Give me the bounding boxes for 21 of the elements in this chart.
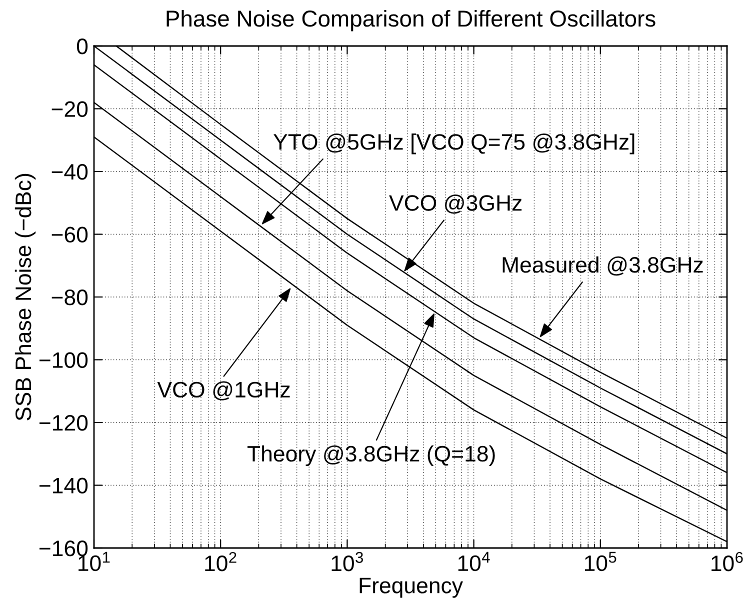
x-tick-label: 10$^{4}$ [458,552,490,572]
y-axis-title: SSB Phase Noise (−dBc) [14,174,36,420]
y-tick-label: −80 [52,290,88,306]
y-tick-label: −40 [52,164,88,180]
chart-title: Phase Noise Comparison of Different Oscillators [166,10,656,32]
y-tick-label: −20 [52,101,88,118]
annotation: Measured @3.8GHz [502,256,703,276]
y-tick-label: −60 [52,226,88,243]
x-axis-title: Frequency [360,578,463,598]
x-tick-label: 10$^{3}$ [332,552,363,572]
x-tick-label: 10$^{6}$ [712,552,743,572]
annotation: Theory @3.8GHz (Q=18) [247,445,495,466]
annotation: VCO @3GHz [389,194,522,214]
y-tick-label: 0 [76,38,88,54]
y-tick-label: −140 [39,478,88,494]
y-tick-label: −100 [39,352,88,368]
y-tick-label: −120 [39,415,88,431]
annotation: YTO @5GHz [VCO Q=75 @3.8GHz] [274,133,634,154]
x-tick-label: 10$^{2}$ [205,552,236,572]
annotation: VCO @1GHz [157,381,290,400]
x-tick-label: 10$^{5}$ [584,552,616,572]
